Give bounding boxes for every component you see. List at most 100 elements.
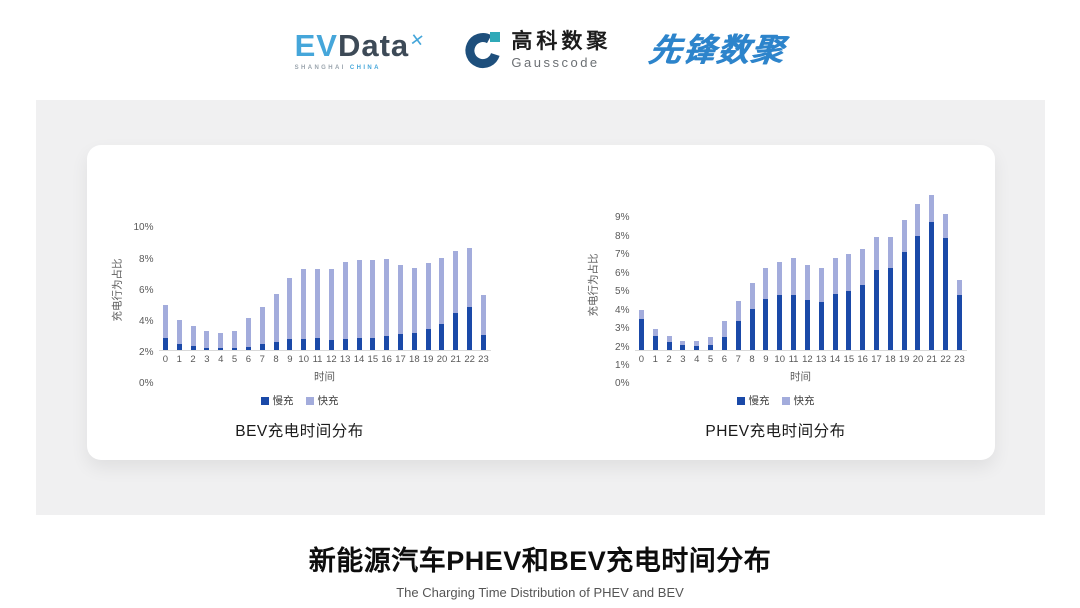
x-tick-label: 12 — [326, 354, 337, 365]
bar-bev-h15 — [366, 195, 380, 350]
main-title: 新能源汽车PHEV和BEV充电时间分布 — [308, 546, 772, 576]
legend-label: 快充 — [317, 395, 339, 408]
stacked-bar — [190, 195, 196, 350]
bar-bev-h18 — [407, 195, 421, 350]
x-tick-label: 17 — [871, 354, 882, 365]
y-axis-title: 充电行为占比 — [587, 253, 599, 317]
x-tick-label: 3 — [204, 354, 210, 365]
fast-charge-segment — [342, 262, 348, 340]
x-axis-title: 时间 — [314, 371, 335, 384]
bar-phev-h5 — [704, 185, 718, 350]
bar-phev-h4 — [690, 185, 704, 350]
slow-charge-segment — [342, 339, 348, 350]
fast-charge-segment — [763, 267, 769, 299]
slow-charge-segment — [708, 344, 714, 350]
slow-charge-segment — [652, 336, 658, 350]
x-tick-label: 19 — [898, 354, 910, 365]
slow-charge-segment — [370, 338, 376, 350]
bar-phev-h6 — [717, 185, 731, 350]
bar-phev-h16 — [856, 185, 870, 350]
fast-charge-segment — [638, 309, 644, 319]
fast-charge-segment — [791, 258, 797, 295]
chart-bev-grid: 充电行为占比 0% 2% 4% 6% 8% 10% 0 1 2 3 4 5 6 7 8 9 10 11 12 13 1… — [109, 195, 491, 389]
stacked-bar — [749, 185, 755, 350]
bar-phev-h8 — [745, 185, 759, 350]
fast-charge-segment — [467, 248, 473, 307]
x-tick-label: 1 — [652, 354, 658, 365]
bar-phev-h12 — [800, 185, 814, 350]
slow-charge-segment — [915, 236, 921, 350]
evdata-ev-text: EV — [294, 27, 338, 63]
x-axis-labels: 0 1 2 3 4 5 6 7 8 9 10 11 12 13 14 15 16 17 18 19 20 21 22 23 — [635, 354, 967, 365]
legend: 慢充 快充 — [109, 393, 491, 408]
bar-bev-h19 — [421, 195, 435, 350]
slow-charge-segment — [860, 284, 866, 350]
x-tick-label: 0 — [162, 354, 169, 365]
stacked-bar — [694, 185, 700, 350]
y-tick-label: 5% — [615, 286, 630, 298]
bar-bev-h21 — [449, 195, 463, 350]
fast-charge-segment — [273, 294, 279, 343]
legend-swatch-icon — [736, 396, 745, 405]
stacked-bar — [929, 185, 935, 350]
x-tick-label: 3 — [680, 354, 686, 365]
x-tick-label: 9 — [763, 354, 769, 365]
slow-charge-segment — [480, 334, 486, 350]
x-tick-label: 13 — [339, 354, 351, 365]
bar-bev-h0 — [159, 195, 173, 350]
gausscode-text: 高科数聚 Gausscode — [511, 30, 611, 69]
fast-charge-segment — [204, 331, 210, 348]
stacked-bar — [453, 195, 459, 350]
fast-charge-segment — [929, 195, 935, 222]
fast-charge-segment — [218, 332, 224, 349]
stacked-bar — [680, 185, 686, 350]
bar-phev-h10 — [773, 185, 787, 350]
legend: 慢充 快充 — [585, 393, 967, 408]
slow-charge-segment — [943, 238, 949, 350]
x-tick-label: 16 — [381, 354, 392, 365]
fast-charge-segment — [943, 214, 949, 239]
slow-charge-segment — [763, 298, 769, 350]
slow-charge-segment — [791, 295, 797, 350]
bar-bev-h17 — [394, 195, 408, 350]
fast-charge-segment — [162, 305, 168, 338]
y-tick-label: 6% — [615, 267, 630, 279]
x-tick-label: 11 — [312, 354, 323, 365]
x-tick-label: 13 — [815, 354, 827, 365]
stacked-bar — [176, 195, 182, 350]
logo-xianfeng: 先锋数聚 — [646, 32, 788, 68]
stacked-bar — [162, 195, 168, 350]
slow-charge-segment — [190, 346, 196, 350]
slow-charge-segment — [232, 348, 238, 350]
bar-bev-h11 — [311, 195, 325, 350]
plot-area — [158, 195, 491, 351]
x-tick-label: 0 — [638, 354, 645, 365]
plot-area — [634, 185, 967, 351]
stacked-bar — [763, 185, 769, 350]
chart-bev: 充电行为占比 0% 2% 4% 6% 8% 10% 0 1 2 3 4 5 6 7 8 9 10 11 12 13 1… — [109, 195, 491, 441]
stacked-bar — [328, 195, 334, 350]
bar-bev-h9 — [283, 195, 297, 350]
slow-charge-segment — [749, 308, 755, 350]
x-tick-label: 2 — [190, 354, 196, 365]
x-tick-label: 16 — [857, 354, 868, 365]
x-tick-label: 7 — [259, 354, 265, 365]
legend-label: 快充 — [793, 395, 815, 408]
slow-charge-segment — [356, 338, 362, 350]
fast-charge-segment — [190, 325, 196, 347]
footer: 新能源汽车PHEV和BEV充电时间分布 The Charging Time Di… — [0, 539, 1080, 600]
x-tick-label: 11 — [788, 354, 799, 365]
stacked-bar — [873, 185, 879, 350]
bar-bev-h5 — [228, 195, 242, 350]
stacked-bar — [218, 195, 224, 350]
fast-charge-segment — [480, 294, 486, 335]
slow-charge-segment — [328, 339, 334, 350]
x-tick-label: 18 — [409, 354, 420, 365]
bar-phev-h14 — [828, 185, 842, 350]
x-tick-label: 8 — [749, 354, 755, 365]
slow-charge-segment — [204, 347, 210, 350]
bar-bev-h22 — [463, 195, 477, 350]
legend-label: 慢充 — [748, 395, 770, 408]
y-tick-label: 8% — [615, 230, 630, 242]
gausscode-en-text: Gausscode — [511, 54, 600, 70]
